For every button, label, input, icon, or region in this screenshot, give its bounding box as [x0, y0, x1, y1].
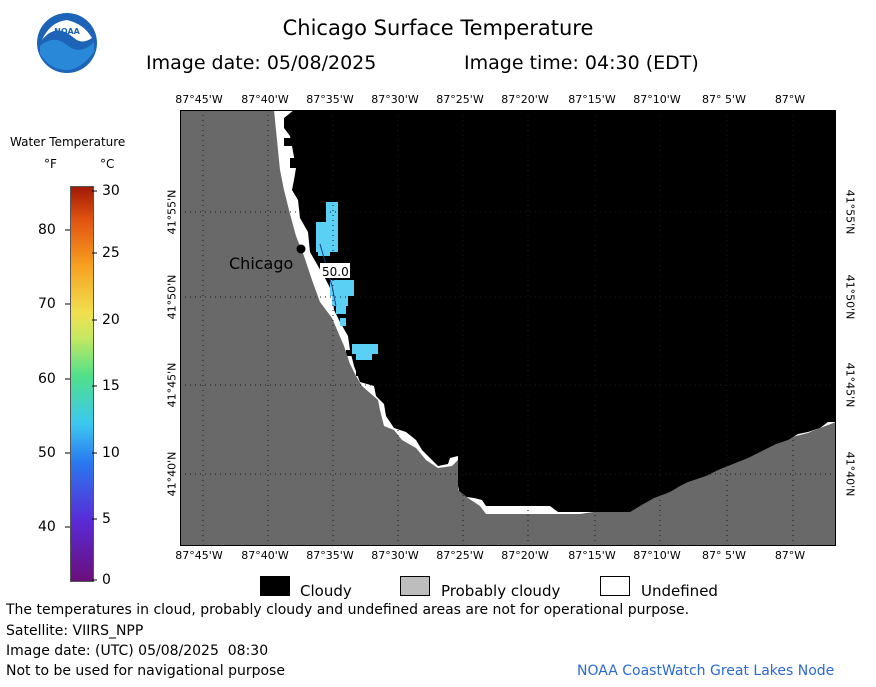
lon-label-bottom: 87° 5'W [702, 549, 746, 562]
lat-label-left: 41°45'N [165, 362, 179, 408]
f-tick-label: 70 [38, 296, 56, 312]
lon-label-top: 87°20'W [501, 93, 549, 106]
cloudy-patch [346, 350, 354, 356]
cloudy-swatch [260, 576, 290, 596]
image-date: Image date: 05/08/2025 [146, 52, 377, 74]
undefined-swatch [600, 576, 630, 596]
lon-label-bottom: 87°20'W [501, 549, 549, 562]
chicago-label: Chicago [229, 254, 293, 273]
lon-label-bottom: 87°35'W [306, 549, 354, 562]
cloudy-patch [284, 138, 292, 146]
water-temp-pixel [356, 354, 372, 360]
probably-cloudy-swatch [400, 576, 430, 596]
f-tick-label: 50 [38, 445, 56, 461]
cloudy-patch [298, 182, 306, 192]
color-bar-ticks [65, 190, 97, 581]
lon-label-bottom: 87°25'W [436, 549, 484, 562]
lat-label-left: 41°50'N [165, 274, 179, 320]
lon-label-top: 87°30'W [371, 93, 419, 106]
c-tick-label: 10 [102, 445, 120, 461]
lon-label-top: 87°15'W [568, 93, 616, 106]
lat-label-right: 41°40'N [843, 451, 857, 497]
water-temp-pixel [330, 280, 354, 296]
undefined-label: Undefined [641, 582, 718, 600]
shoreline-land [180, 110, 836, 546]
noaa-logo: NOAA [37, 13, 97, 73]
lon-label-bottom: 87°30'W [371, 549, 419, 562]
water-temp-pixel [352, 344, 378, 354]
c-tick-label: 15 [102, 378, 120, 394]
lon-label-bottom: 87°15'W [568, 549, 616, 562]
cloudy-area [284, 110, 836, 512]
water-temp-pixel [336, 306, 346, 314]
temperature-map: Chicago 50.0 [180, 110, 836, 546]
f-tick-label: 40 [38, 519, 56, 535]
isotherm-label-bg [320, 263, 350, 278]
c-tick-label: 0 [102, 572, 111, 588]
utc-date: Image date: (UTC) 05/08/2025 08:30 [6, 643, 269, 659]
lon-label-bottom: 87°40'W [241, 549, 289, 562]
lat-label-left: 41°40'N [165, 451, 179, 497]
cloudy-label: Cloudy [300, 582, 352, 600]
lat-label-right: 41°45'N [843, 362, 857, 408]
map-frame [180, 110, 836, 546]
lat-label-right: 41°50'N [843, 274, 857, 320]
lon-label-top: 87°40'W [241, 93, 289, 106]
c-tick-label: 30 [102, 183, 120, 199]
isotherm-label: 50.0 [322, 265, 349, 279]
lon-label-top: 87°35'W [306, 93, 354, 106]
c-tick-label: 25 [102, 245, 120, 261]
lon-label-top: 87°45'W [175, 93, 223, 106]
c-tick-label: 20 [102, 312, 120, 328]
lon-label-top: 87°25'W [436, 93, 484, 106]
water-temp-pixel [340, 318, 346, 326]
navigation-warning: Not to be used for navigational purpose [6, 663, 285, 679]
lat-label-right: 41°55'N [843, 189, 857, 235]
lon-label-bottom: 87°W [774, 549, 806, 562]
lon-label-top: 87°10'W [633, 93, 681, 106]
coastwatch-node-link[interactable]: NOAA CoastWatch Great Lakes Node [577, 663, 835, 679]
temperature-color-bar [70, 186, 94, 582]
lon-label-bottom: 87°10'W [633, 549, 681, 562]
legend-unit-f: °F [44, 157, 57, 171]
cloudy-patch [290, 158, 298, 168]
disclaimer-note: The temperatures in cloud, probably clou… [6, 602, 690, 618]
c-tick-label: 5 [102, 511, 111, 527]
lat-label-left: 41°55'N [165, 189, 179, 235]
legend-title: Water Temperature [10, 135, 126, 149]
water-temp-pixel [332, 296, 348, 306]
lon-label-top: 87° 5'W [702, 93, 746, 106]
lon-label-bottom: 87°45'W [175, 549, 223, 562]
page-title: Chicago Surface Temperature [282, 16, 594, 40]
chicago-marker [296, 244, 306, 254]
probably-cloudy-label: Probably cloudy [441, 582, 561, 600]
cloudy-patch [306, 208, 318, 220]
f-tick-label: 80 [38, 222, 56, 238]
image-time: Image time: 04:30 (EDT) [464, 52, 699, 74]
satellite-info: Satellite: VIIRS_NPP [6, 623, 144, 639]
legend-unit-c: °C [100, 157, 115, 171]
f-tick-label: 60 [38, 371, 56, 387]
lon-label-top: 87°W [774, 93, 806, 106]
cloudy-patch [356, 368, 364, 376]
noaa-logo-text: NOAA [54, 27, 80, 36]
water-temp-pixel [318, 240, 330, 256]
